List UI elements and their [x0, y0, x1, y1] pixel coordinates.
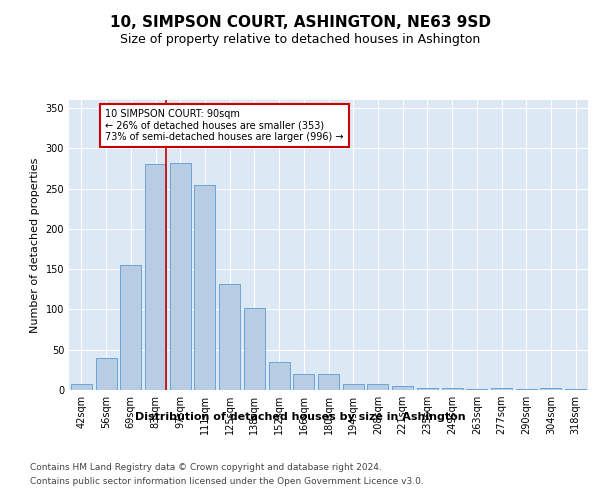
Bar [194, 184, 215, 390]
Bar [71, 384, 92, 390]
Bar [318, 374, 339, 390]
Bar [516, 389, 537, 390]
Text: Contains public sector information licensed under the Open Government Licence v3: Contains public sector information licen… [30, 478, 424, 486]
Bar [120, 265, 141, 390]
Bar [219, 284, 240, 390]
Bar [541, 388, 562, 390]
Bar [466, 389, 487, 390]
Bar [417, 388, 438, 390]
Bar [392, 386, 413, 390]
Bar [145, 164, 166, 390]
Text: Size of property relative to detached houses in Ashington: Size of property relative to detached ho… [120, 32, 480, 46]
Bar [565, 389, 586, 390]
Bar [170, 163, 191, 390]
Y-axis label: Number of detached properties: Number of detached properties [30, 158, 40, 332]
Bar [293, 374, 314, 390]
Text: Distribution of detached houses by size in Ashington: Distribution of detached houses by size … [134, 412, 466, 422]
Bar [95, 358, 116, 390]
Text: 10 SIMPSON COURT: 90sqm
← 26% of detached houses are smaller (353)
73% of semi-d: 10 SIMPSON COURT: 90sqm ← 26% of detache… [106, 108, 344, 142]
Bar [244, 308, 265, 390]
Bar [442, 388, 463, 390]
Text: Contains HM Land Registry data © Crown copyright and database right 2024.: Contains HM Land Registry data © Crown c… [30, 462, 382, 471]
Bar [367, 384, 388, 390]
Text: 10, SIMPSON COURT, ASHINGTON, NE63 9SD: 10, SIMPSON COURT, ASHINGTON, NE63 9SD [110, 15, 491, 30]
Bar [343, 384, 364, 390]
Bar [491, 388, 512, 390]
Bar [269, 362, 290, 390]
